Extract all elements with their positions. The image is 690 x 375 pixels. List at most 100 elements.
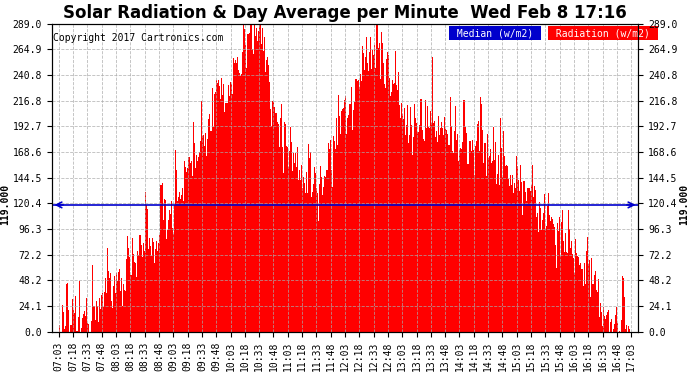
Bar [129, 256, 130, 332]
Bar [250, 24, 251, 332]
Bar [263, 51, 264, 332]
Bar [277, 122, 278, 332]
Bar [476, 141, 477, 332]
Bar [141, 245, 142, 332]
Bar [598, 279, 600, 332]
Bar [230, 82, 231, 332]
Bar [237, 57, 238, 332]
Bar [515, 188, 516, 332]
Bar [100, 309, 101, 332]
Bar [275, 113, 276, 332]
Bar [86, 298, 87, 332]
Bar [306, 172, 307, 332]
Bar [243, 24, 244, 332]
Bar [131, 275, 132, 332]
Bar [310, 197, 312, 332]
Bar [333, 159, 335, 332]
Bar [229, 96, 230, 332]
Bar [156, 241, 157, 332]
Bar [326, 170, 327, 332]
Bar [130, 275, 131, 332]
Bar [487, 134, 489, 332]
Bar [457, 134, 458, 332]
Bar [448, 146, 449, 332]
Bar [377, 65, 379, 332]
Bar [186, 172, 188, 332]
Bar [204, 162, 206, 332]
Bar [308, 158, 310, 332]
Bar [459, 150, 460, 332]
Bar [365, 57, 366, 332]
Bar [569, 248, 571, 332]
Bar [621, 320, 622, 332]
Bar [213, 127, 214, 332]
Bar [153, 242, 154, 332]
Bar [513, 193, 514, 332]
Bar [175, 150, 176, 332]
Bar [479, 152, 480, 332]
Bar [300, 180, 301, 332]
Bar [493, 126, 494, 332]
Bar [221, 95, 223, 332]
Bar [482, 130, 483, 332]
Bar [323, 187, 324, 332]
Bar [190, 163, 191, 332]
Bar [64, 329, 65, 332]
Bar [273, 102, 275, 332]
Bar [134, 261, 135, 332]
Bar [125, 291, 126, 332]
Bar [571, 254, 573, 332]
Bar [593, 284, 595, 332]
Bar [280, 118, 281, 332]
Bar [481, 104, 482, 332]
Bar [304, 183, 305, 332]
Bar [506, 166, 508, 332]
Bar [464, 108, 466, 332]
Bar [482, 164, 484, 332]
Bar [409, 135, 410, 332]
Bar [518, 180, 519, 332]
Bar [404, 108, 405, 332]
Bar [492, 161, 493, 332]
Bar [87, 323, 88, 332]
Bar [625, 329, 626, 332]
Bar [590, 297, 591, 332]
Bar [524, 192, 526, 332]
Bar [517, 166, 518, 332]
Bar [191, 161, 192, 332]
Bar [195, 168, 196, 332]
Bar [351, 87, 352, 332]
Bar [453, 153, 454, 332]
Bar [255, 36, 256, 332]
Bar [181, 188, 183, 332]
Bar [526, 204, 528, 332]
Bar [602, 326, 603, 332]
Bar [216, 80, 217, 332]
Bar [116, 273, 117, 332]
Bar [578, 256, 579, 332]
Bar [470, 141, 471, 332]
Bar [104, 292, 105, 332]
Bar [346, 134, 347, 332]
Bar [66, 284, 67, 332]
Bar [166, 239, 167, 332]
Bar [173, 234, 174, 332]
Bar [466, 133, 467, 332]
Bar [65, 326, 66, 332]
Bar [522, 215, 523, 332]
Bar [238, 70, 239, 332]
Bar [328, 149, 330, 332]
Bar [607, 312, 608, 332]
Bar [519, 191, 520, 332]
Bar [256, 28, 257, 332]
Bar [502, 131, 504, 332]
Bar [456, 141, 457, 332]
Bar [615, 315, 616, 332]
Bar [357, 81, 358, 332]
Bar [486, 176, 487, 332]
Bar [540, 208, 541, 332]
Bar [70, 325, 72, 332]
Bar [281, 104, 282, 332]
Bar [372, 51, 373, 332]
Bar [136, 277, 137, 332]
